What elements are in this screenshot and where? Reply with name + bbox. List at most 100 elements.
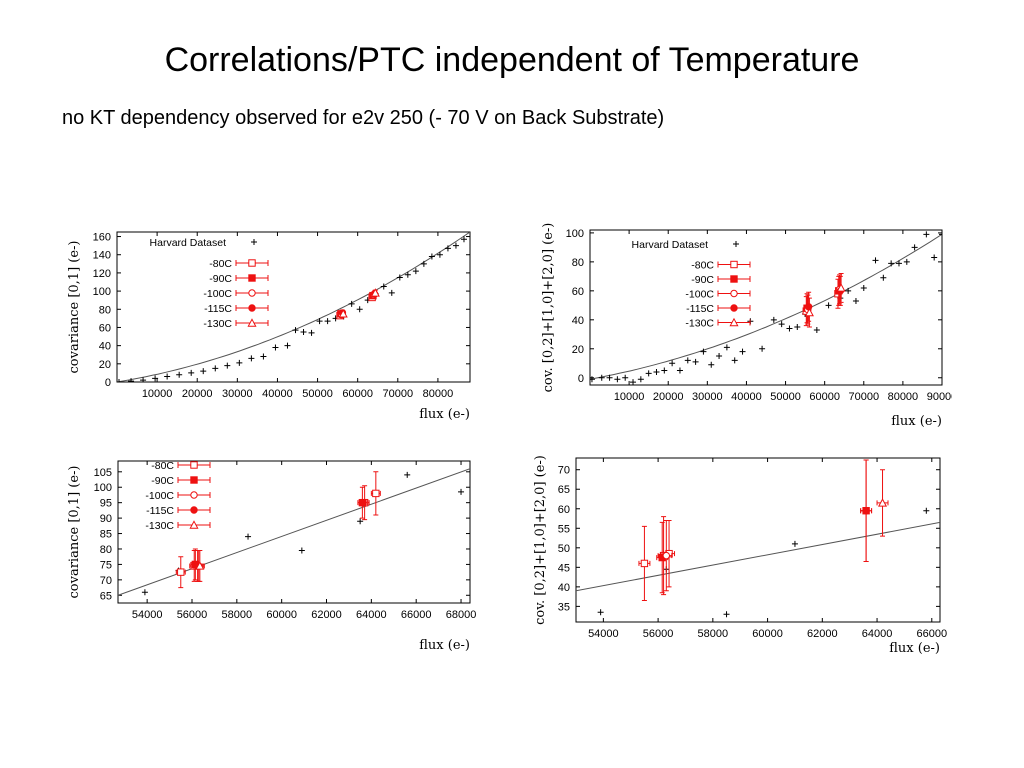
- harvard-point: [597, 609, 604, 616]
- legend-marker: [190, 491, 198, 499]
- harvard-point: [903, 258, 910, 265]
- x-tick-label: 58000: [222, 609, 253, 621]
- harvard-point: [923, 231, 930, 238]
- legend-marker: [190, 476, 198, 484]
- legend-label: -80C: [209, 258, 232, 270]
- x-tick-label: 60000: [342, 388, 373, 400]
- legend-harvard-glyph: [733, 241, 739, 247]
- x-axis-label: flux (e-): [419, 638, 470, 653]
- legend-marker: [730, 260, 738, 269]
- legend-marker: [248, 304, 256, 312]
- fit-line: [590, 233, 942, 380]
- legend-label: -130C: [685, 318, 714, 330]
- y-tick-label: 65: [558, 484, 570, 496]
- x-tick-label: 60000: [752, 628, 783, 640]
- harvard-point: [200, 368, 207, 375]
- legend-marker: [729, 317, 739, 327]
- harvard-point: [845, 287, 852, 294]
- harvard-point: [598, 374, 605, 381]
- legend-label: -90C: [209, 273, 232, 285]
- plot-area: [590, 231, 942, 385]
- y-tick-label: 50: [558, 543, 570, 555]
- harvard-point: [716, 353, 723, 360]
- harvard-point: [739, 348, 746, 355]
- harvard-point: [786, 325, 793, 332]
- x-tick-label: 10000: [142, 388, 173, 400]
- temp-point: [358, 498, 367, 507]
- slide-title: Correlations/PTC independent of Temperat…: [164, 41, 860, 79]
- y-tick-label: 40: [572, 315, 584, 327]
- harvard-point: [723, 344, 730, 351]
- harvard-point: [923, 507, 930, 514]
- harvard-point: [860, 284, 867, 291]
- harvard-point: [316, 318, 323, 325]
- plot-area: [576, 459, 940, 618]
- plot-frame: [117, 460, 471, 604]
- y-tick-label: 140: [93, 250, 111, 262]
- x-tick-label: 54000: [588, 628, 619, 640]
- legend-marker: [248, 274, 256, 282]
- x-axis-label: flux (e-): [891, 414, 942, 429]
- x-tick-label: 62000: [311, 609, 342, 621]
- legend-label: -115C: [686, 303, 714, 315]
- legend-label: -115C: [204, 303, 232, 315]
- legend-label: -80C: [691, 260, 714, 272]
- harvard-point: [791, 540, 798, 547]
- y-tick-label: 80: [100, 544, 112, 556]
- y-tick-label: 60: [558, 504, 570, 516]
- y-tick-label: 85: [100, 529, 112, 541]
- legend-marker: [730, 304, 738, 312]
- y-tick-label: 0: [105, 377, 111, 389]
- harvard-point: [731, 357, 738, 364]
- fit-line: [118, 468, 470, 596]
- harvard-point: [778, 321, 785, 328]
- x-tick-label: 20000: [182, 388, 213, 400]
- legend-marker: [189, 520, 199, 529]
- harvard-point: [614, 376, 621, 383]
- temp-point: [862, 507, 870, 515]
- legend-marker: [730, 289, 738, 298]
- harvard-point: [396, 274, 403, 281]
- harvard-point: [452, 242, 459, 249]
- chart-bottom-right: 54000 56000 58000 60000 62000 64000 66000 35 40 4…: [532, 452, 952, 662]
- harvard-point: [888, 260, 895, 267]
- slide-subtitle: no KT dependency observed for e2v 250 (-…: [62, 107, 665, 129]
- y-tick-label: 90: [100, 513, 112, 525]
- y-tick-label: 60: [572, 286, 584, 298]
- temp-point: [370, 288, 380, 297]
- harvard-point: [272, 344, 279, 351]
- legend-label: -100C: [203, 288, 232, 300]
- x-tick-label: 62000: [807, 628, 838, 640]
- x-tick-label: 80000: [423, 388, 454, 400]
- harvard-point: [895, 260, 902, 267]
- harvard-point: [152, 375, 159, 382]
- temp-point: [338, 309, 348, 318]
- x-tick-label: 40000: [731, 391, 762, 403]
- harvard-point: [236, 359, 243, 366]
- x-tick-label: 30000: [692, 391, 723, 403]
- fit-line: [576, 521, 940, 592]
- y-axis-label: covariance [0,1] (e-): [67, 466, 82, 599]
- harvard-point: [872, 257, 879, 264]
- harvard-point: [794, 324, 801, 331]
- harvard-point: [420, 260, 427, 267]
- harvard-point: [176, 371, 183, 378]
- legend-label: -100C: [145, 490, 174, 502]
- harvard-point: [308, 329, 315, 336]
- harvard-point: [723, 611, 730, 618]
- x-tick-label: 20000: [653, 391, 684, 403]
- y-tick-label: 35: [558, 601, 570, 613]
- harvard-point: [356, 306, 363, 313]
- y-axis-label: cov. [0,2]+[1,0]+[2,0] (e-): [541, 223, 556, 393]
- harvard-point: [708, 361, 715, 368]
- y-tick-label: 55: [558, 523, 570, 535]
- x-tick-label: 10000: [614, 391, 645, 403]
- harvard-point: [458, 488, 465, 495]
- x-tick-label: 50000: [302, 388, 333, 400]
- harvard-point: [380, 283, 387, 290]
- x-tick-label: 70000: [848, 391, 879, 403]
- harvard-point: [404, 271, 411, 278]
- harvard-point: [653, 368, 660, 375]
- harvard-point: [911, 244, 918, 251]
- harvard-point: [590, 376, 595, 383]
